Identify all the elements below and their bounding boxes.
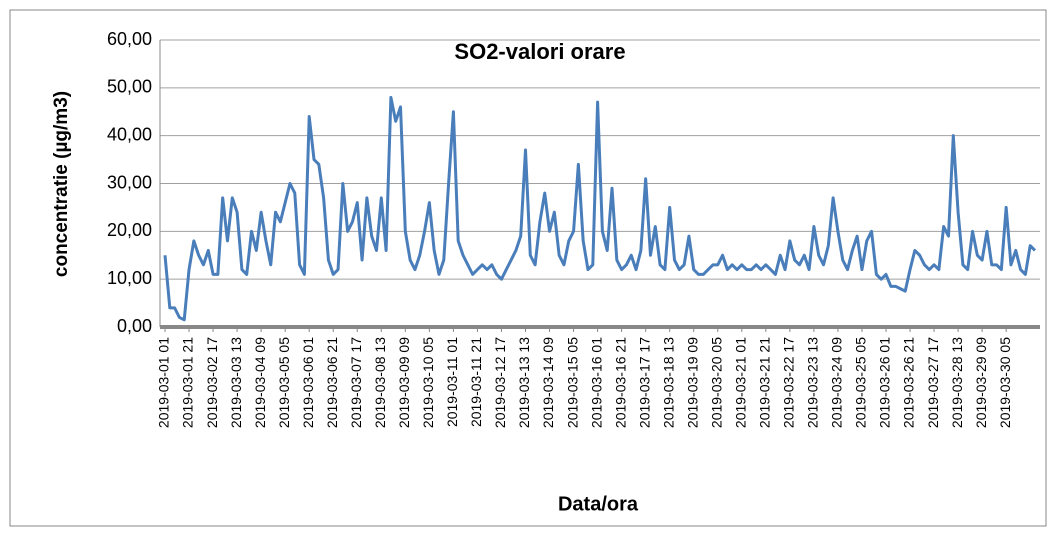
chart-title: SO2-valori orare [454, 39, 625, 64]
x-tick-label: 2019-03-11 01 [444, 337, 460, 427]
x-tick-label: 2019-03-10 05 [420, 337, 436, 428]
x-tick-label: 2019-03-26 21 [901, 337, 917, 428]
y-tick-label: 60,00 [107, 29, 152, 49]
y-tick-label: 30,00 [107, 172, 152, 192]
x-tick-label: 2019-03-06 21 [324, 337, 340, 428]
y-tick-label: 0,00 [117, 316, 152, 336]
x-tick-label: 2019-03-01 01 [156, 337, 172, 428]
y-axis-title: concentratie (µg/m3) [51, 91, 72, 277]
y-tick-label: 50,00 [107, 77, 152, 97]
x-tick-label: 2019-03-15 05 [564, 337, 580, 428]
data-line [163, 95, 1037, 322]
x-tick-label: 2019-03-21 01 [732, 337, 748, 428]
x-tick-label: 2019-03-16 21 [612, 337, 628, 428]
x-tick-label: 2019-03-13 13 [516, 337, 532, 428]
x-tick-label: 2019-03-06 01 [300, 337, 316, 428]
y-tick-label: 40,00 [107, 124, 152, 144]
chart-border [9, 9, 1047, 527]
x-tick-label: 2019-03-30 05 [997, 337, 1013, 428]
x-tick-label: 2019-03-21 21 [757, 337, 773, 428]
x-tick-label: 2019-03-07 17 [348, 337, 364, 428]
x-tick-label: 2019-03-04 09 [252, 337, 268, 428]
x-tick-label: 2019-03-25 05 [853, 337, 869, 428]
x-tick-label: 2019-03-14 09 [540, 337, 556, 428]
x-tick-label: 2019-03-24 09 [829, 337, 845, 428]
x-tick-label: 2019-03-28 13 [949, 337, 965, 428]
x-tick-label: 2019-03-27 17 [925, 337, 941, 428]
x-tick-label: 2019-03-03 13 [228, 337, 244, 428]
x-tick-label: 2019-03-01 21 [180, 337, 196, 428]
x-tick-label: 2019-03-11 21 [468, 337, 484, 427]
x-axis-title: Data/ora [558, 493, 639, 515]
x-tick-label: 2019-03-20 05 [708, 337, 724, 428]
x-tick-label: 2019-03-16 01 [588, 337, 604, 428]
x-tick-label: 2019-03-12 17 [492, 337, 508, 428]
x-tick-label: 2019-03-19 09 [684, 337, 700, 428]
x-tick-label: 2019-03-23 13 [805, 337, 821, 428]
x-tick-label: 2019-03-26 01 [877, 337, 893, 428]
x-tick-label: 2019-03-09 09 [396, 337, 412, 428]
x-tick-label: 2019-03-17 17 [636, 337, 652, 428]
x-tick-label: 2019-03-05 05 [276, 337, 292, 428]
x-tick-label: 2019-03-29 09 [973, 337, 989, 428]
x-tick-label: 2019-03-18 13 [660, 337, 676, 428]
y-tick-label: 20,00 [107, 220, 152, 240]
x-tick-label: 2019-03-08 13 [372, 337, 388, 428]
x-tick-label: 2019-03-02 17 [204, 337, 220, 428]
x-tick-label: 2019-03-22 17 [781, 337, 797, 428]
y-tick-label: 10,00 [107, 268, 152, 288]
